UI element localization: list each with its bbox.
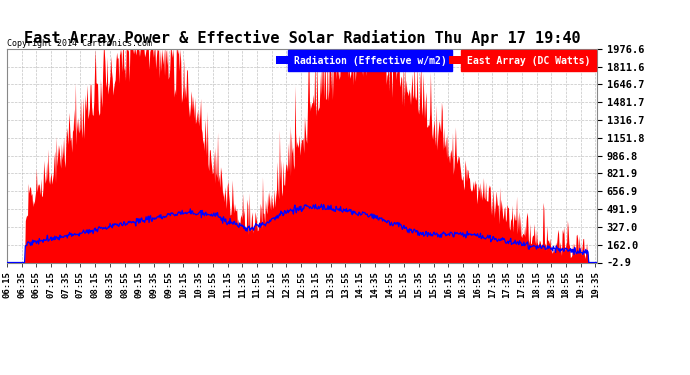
Text: Copyright 2014 Cartronics.com: Copyright 2014 Cartronics.com — [7, 39, 152, 48]
Title: East Array Power & Effective Solar Radiation Thu Apr 17 19:40: East Array Power & Effective Solar Radia… — [23, 30, 580, 46]
Legend: Radiation (Effective w/m2), East Array (DC Watts): Radiation (Effective w/m2), East Array (… — [274, 54, 592, 68]
